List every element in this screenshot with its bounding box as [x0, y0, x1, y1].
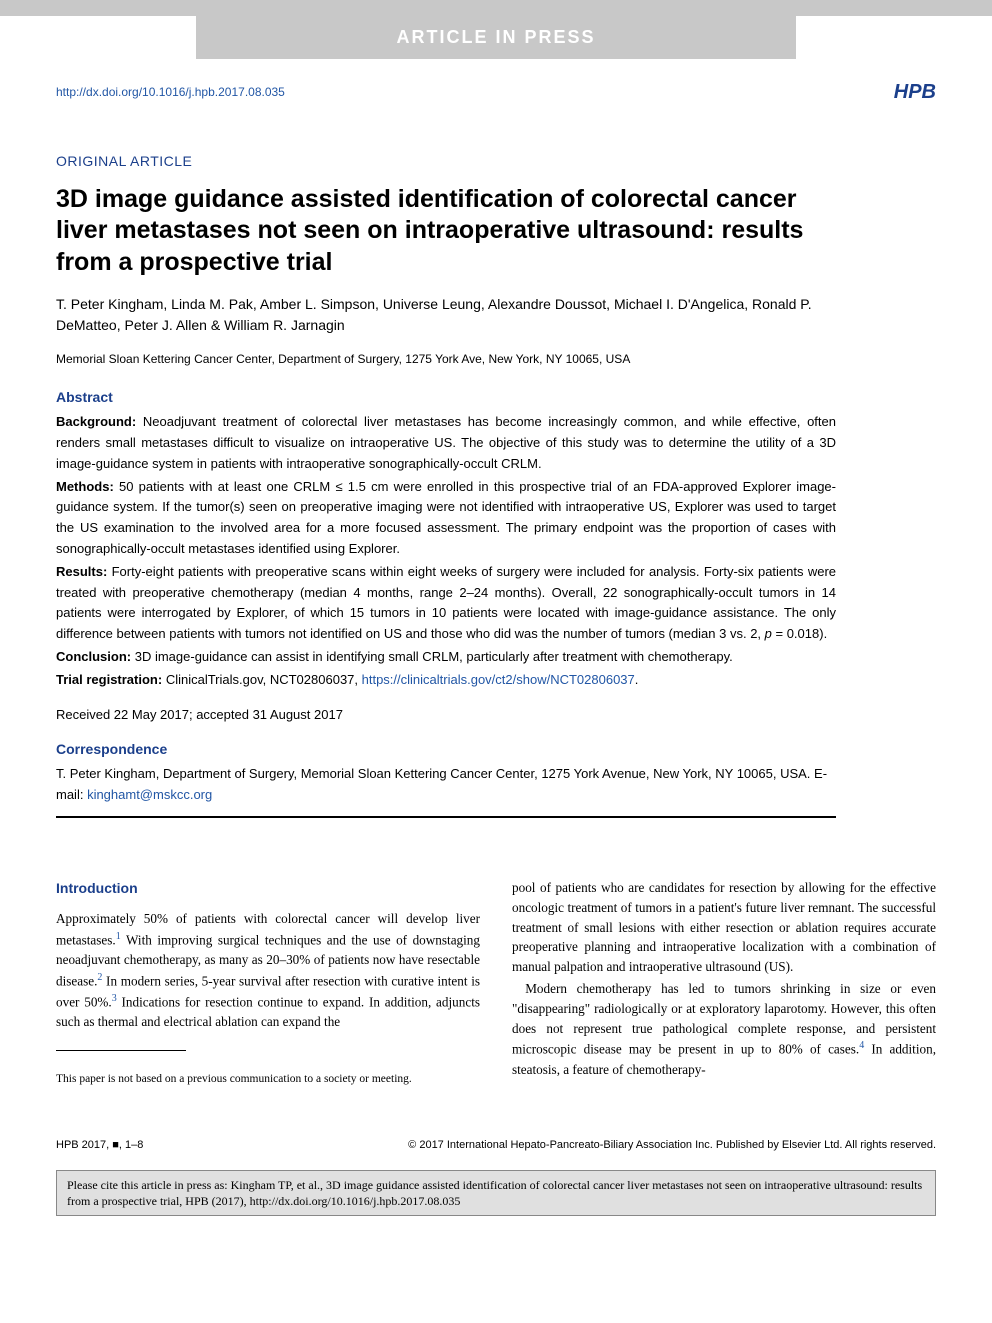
- affiliation: Memorial Sloan Kettering Cancer Center, …: [56, 350, 936, 368]
- intro-col2-p1: pool of patients who are candidates for …: [512, 878, 936, 977]
- results-label: Results:: [56, 564, 107, 579]
- trial-reg-text: ClinicalTrials.gov, NCT02806037,: [162, 672, 361, 687]
- background-label: Background:: [56, 414, 136, 429]
- trial-reg-label: Trial registration:: [56, 672, 162, 687]
- article-type: ORIGINAL ARTICLE: [56, 151, 936, 172]
- citation-text: Please cite this article in press as: Ki…: [67, 1178, 922, 1208]
- methods-text: 50 patients with at least one CRLM ≤ 1.5…: [56, 479, 836, 556]
- article-title: 3D image guidance assisted identificatio…: [56, 184, 836, 278]
- trial-link[interactable]: https://clinicaltrials.gov/ct2/show/NCT0…: [362, 672, 635, 687]
- footer-left: HPB 2017, ■, 1–8: [56, 1137, 143, 1154]
- authors: T. Peter Kingham, Linda M. Pak, Amber L.…: [56, 294, 836, 336]
- footer-right: © 2017 International Hepato-Pancreato-Bi…: [408, 1137, 936, 1154]
- intro-columns: Introduction Approximately 50% of patien…: [56, 878, 936, 1087]
- article-in-press-label: ARTICLE IN PRESS: [196, 16, 795, 59]
- conclusion-text: 3D image-guidance can assist in identify…: [131, 649, 733, 664]
- p-statistic-ital: p: [765, 626, 772, 641]
- footnote-divider: [56, 1050, 186, 1051]
- journal-logo: HPB: [894, 77, 936, 107]
- divider: [56, 816, 836, 818]
- results-text-2: = 0.018).: [772, 626, 827, 641]
- results-text-1: Forty-eight patients with preoperative s…: [56, 564, 836, 641]
- intro-p1-d: Indications for resection continue to ex…: [56, 994, 480, 1029]
- methods-label: Methods:: [56, 479, 114, 494]
- abstract-heading: Abstract: [56, 386, 836, 408]
- conclusion-label: Conclusion:: [56, 649, 131, 664]
- footnote: This paper is not based on a previous co…: [56, 1071, 480, 1087]
- intro-col-left: Introduction Approximately 50% of patien…: [56, 878, 480, 1087]
- received-accepted-dates: Received 22 May 2017; accepted 31 August…: [56, 705, 936, 725]
- citation-box: Please cite this article in press as: Ki…: [56, 1170, 936, 1216]
- correspondence-heading: Correspondence: [56, 738, 836, 760]
- trial-period: .: [635, 672, 639, 687]
- top-gray-bar: [0, 0, 992, 16]
- article-in-press-banner: ARTICLE IN PRESS: [0, 16, 992, 59]
- intro-col-right: pool of patients who are candidates for …: [512, 878, 936, 1087]
- abstract-block: Abstract Background: Neoadjuvant treatme…: [56, 386, 836, 691]
- background-text: Neoadjuvant treatment of colorectal live…: [56, 414, 836, 471]
- correspondence-block: Correspondence T. Peter Kingham, Departm…: [56, 738, 836, 806]
- introduction-heading: Introduction: [56, 878, 480, 899]
- page-footer: HPB 2017, ■, 1–8 © 2017 International He…: [0, 1127, 992, 1164]
- header-row: http://dx.doi.org/10.1016/j.hpb.2017.08.…: [0, 59, 992, 111]
- correspondence-email[interactable]: kinghamt@mskcc.org: [87, 787, 212, 802]
- doi-link[interactable]: http://dx.doi.org/10.1016/j.hpb.2017.08.…: [56, 83, 285, 101]
